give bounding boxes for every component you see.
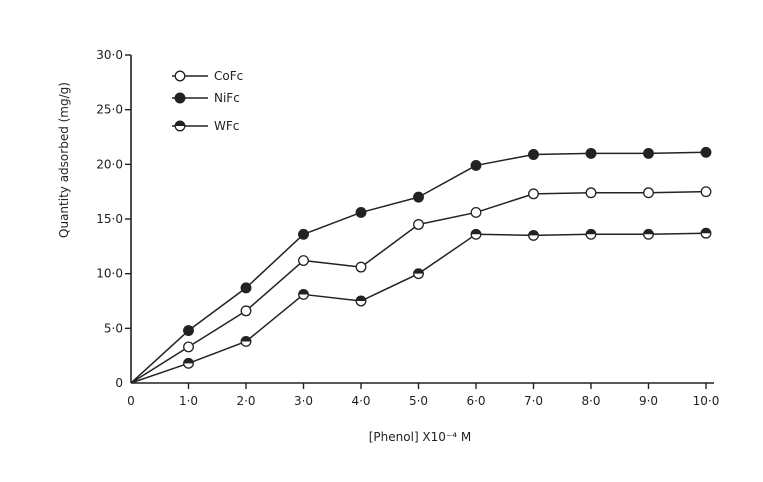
x-tick-label: 1·0 (179, 394, 198, 408)
data-point-cofc (413, 219, 424, 230)
data-point-cofc (240, 305, 252, 317)
data-point-wfc (528, 229, 539, 241)
legend-label-wfc: WFc (214, 119, 239, 133)
series-layer (130, 146, 712, 384)
series-line-nifc (130, 151, 707, 384)
data-point-nifc (528, 149, 539, 160)
data-point-nifc (413, 191, 424, 203)
x-tick-label: 9·0 (639, 394, 658, 408)
x-tick-label: 0 (127, 394, 135, 408)
data-point-wfc (700, 227, 712, 239)
data-point-nifc (700, 146, 712, 158)
data-point-wfc (643, 228, 654, 240)
data-point-nifc (470, 159, 482, 171)
legend-marker-nifc (174, 92, 186, 104)
x-axis-title: [Phenol] X10⁻⁴ M (369, 430, 472, 444)
data-point-cofc (355, 261, 367, 273)
x-tick-label: 4·0 (351, 394, 370, 408)
x-tick-label: 5·0 (409, 394, 428, 408)
y-axis-title: Quantity adsorbed (mg/g) (57, 82, 71, 238)
data-point-nifc (585, 147, 597, 159)
legend: CoFc NiFc WFc (172, 69, 243, 133)
y-tick-label: 10·0 (96, 267, 123, 281)
x-tick-label: 2·0 (236, 394, 255, 408)
data-point-cofc (643, 187, 654, 199)
data-point-cofc (585, 187, 597, 199)
data-point-nifc (240, 282, 252, 294)
data-point-wfc (585, 228, 597, 240)
axes: 0 1·0 2·0 3·0 4·0 5·0 6·0 7·0 8·0 9·0 10·0 0 5·0 10·0… (96, 48, 719, 408)
legend-marker-cofc (174, 70, 186, 82)
legend-label-nifc: NiFc (214, 91, 240, 105)
data-point-wfc (298, 288, 309, 300)
x-tick-label: 8·0 (581, 394, 600, 408)
data-point-cofc (470, 206, 482, 218)
data-point-wfc (470, 228, 482, 240)
data-point-wfc (183, 357, 194, 369)
legend-label-cofc: CoFc (214, 69, 243, 83)
data-point-nifc (355, 206, 367, 218)
data-point-nifc (643, 147, 654, 159)
data-point-wfc (240, 336, 252, 347)
y-tick-label: 30·0 (96, 48, 123, 62)
data-point-cofc (183, 341, 194, 353)
data-point-cofc (700, 186, 712, 198)
data-point-nifc (183, 325, 194, 336)
y-tick-label: 15·0 (96, 212, 123, 226)
data-point-wfc (413, 268, 424, 280)
y-tick-label: 5·0 (104, 321, 123, 335)
x-tick-label: 6·0 (466, 394, 485, 408)
data-point-cofc (528, 188, 539, 200)
y-tick-label: 25·0 (96, 103, 123, 117)
data-point-wfc (355, 295, 367, 307)
series-line-wfc (130, 232, 707, 384)
x-tick-label: 7·0 (524, 394, 543, 408)
y-tick-label: 0 (115, 376, 123, 390)
y-tick-label: 20·0 (96, 157, 123, 171)
legend-marker-wfc (174, 120, 186, 132)
x-tick-label: 3·0 (294, 394, 313, 408)
data-point-cofc (298, 255, 309, 266)
data-point-nifc (298, 228, 309, 240)
x-tick-label: 10·0 (693, 394, 720, 408)
